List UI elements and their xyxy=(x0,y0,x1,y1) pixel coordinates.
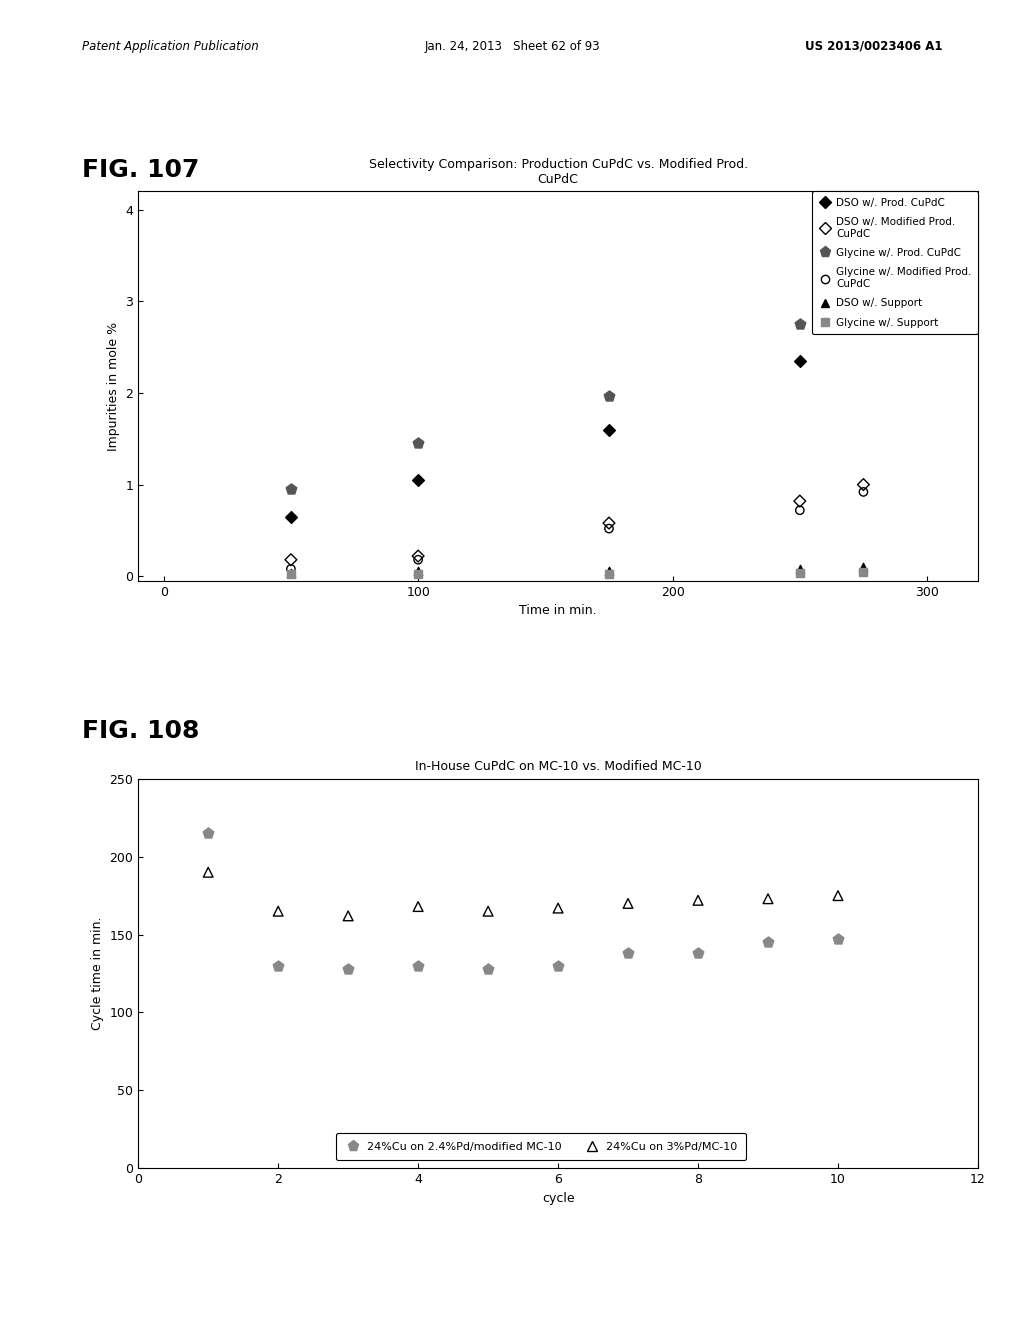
Text: FIG. 107: FIG. 107 xyxy=(82,158,200,182)
Point xyxy=(601,517,617,539)
Point xyxy=(792,500,808,521)
Point xyxy=(410,560,426,581)
Point xyxy=(601,512,617,533)
Point xyxy=(601,564,617,585)
Point xyxy=(792,562,808,583)
Point xyxy=(410,896,426,917)
Point xyxy=(760,932,776,953)
Point xyxy=(601,418,617,440)
Point xyxy=(283,479,299,500)
Point xyxy=(855,561,871,582)
Point xyxy=(410,549,426,570)
Text: Patent Application Publication: Patent Application Publication xyxy=(82,40,259,53)
Point xyxy=(480,958,497,979)
Point xyxy=(283,506,299,527)
Point xyxy=(283,558,299,579)
Title: Selectivity Comparison: Production CuPdC vs. Modified Prod.
CuPdC: Selectivity Comparison: Production CuPdC… xyxy=(369,158,748,186)
Point xyxy=(410,433,426,454)
Point xyxy=(340,958,356,979)
Point xyxy=(855,557,871,578)
Point xyxy=(283,549,299,570)
Y-axis label: Cycle time in min.: Cycle time in min. xyxy=(91,917,104,1030)
Point xyxy=(620,892,636,913)
Point xyxy=(410,470,426,491)
Point xyxy=(283,562,299,583)
Point xyxy=(200,822,216,843)
Point xyxy=(283,564,299,585)
Title: In-House CuPdC on MC-10 vs. Modified MC-10: In-House CuPdC on MC-10 vs. Modified MC-… xyxy=(415,760,701,774)
Y-axis label: Impurities in mole %: Impurities in mole % xyxy=(106,322,120,450)
Point xyxy=(200,862,216,883)
Legend: DSO w/. Prod. CuPdC, DSO w/. Modified Prod.
CuPdC, Glycine w/. Prod. CuPdC, Glyc: DSO w/. Prod. CuPdC, DSO w/. Modified Pr… xyxy=(812,191,978,334)
Point xyxy=(410,956,426,977)
Point xyxy=(270,956,287,977)
Point xyxy=(480,900,497,921)
Point xyxy=(792,558,808,579)
Point xyxy=(601,385,617,407)
X-axis label: cycle: cycle xyxy=(542,1192,574,1205)
Text: US 2013/0023406 A1: US 2013/0023406 A1 xyxy=(805,40,942,53)
Text: FIG. 108: FIG. 108 xyxy=(82,719,200,743)
Point xyxy=(550,956,566,977)
Point xyxy=(792,314,808,335)
Point xyxy=(855,482,871,503)
Point xyxy=(792,350,808,371)
Point xyxy=(792,491,808,512)
Point xyxy=(620,942,636,964)
Point xyxy=(601,560,617,581)
Text: Jan. 24, 2013   Sheet 62 of 93: Jan. 24, 2013 Sheet 62 of 93 xyxy=(424,40,600,53)
Legend: 24%Cu on 2.4%Pd/modified MC-10, 24%Cu on 3%Pd/MC-10: 24%Cu on 2.4%Pd/modified MC-10, 24%Cu on… xyxy=(336,1133,746,1160)
Point xyxy=(690,942,707,964)
Point xyxy=(410,545,426,566)
Point xyxy=(550,898,566,919)
Point xyxy=(690,890,707,911)
Point xyxy=(855,474,871,495)
Point xyxy=(410,564,426,585)
X-axis label: Time in min.: Time in min. xyxy=(519,605,597,618)
Point xyxy=(270,900,287,921)
Point xyxy=(829,929,846,950)
Point xyxy=(829,886,846,907)
Point xyxy=(340,906,356,927)
Point xyxy=(760,888,776,909)
